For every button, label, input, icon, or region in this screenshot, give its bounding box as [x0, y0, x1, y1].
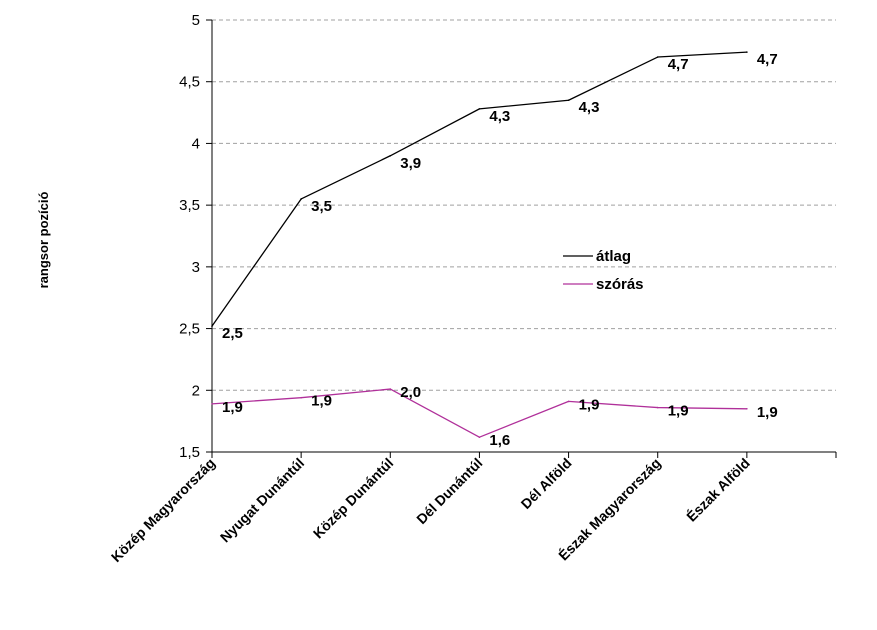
- y-tick-label: 4: [192, 135, 200, 152]
- data-label: 1,6: [489, 432, 510, 449]
- data-point: [211, 403, 213, 405]
- x-category-label: Közép Dunántúl: [310, 455, 397, 542]
- data-label: 4,7: [668, 56, 689, 73]
- data-point: [300, 396, 302, 399]
- series-line-szoras: [211, 388, 747, 438]
- data-label: 1,9: [579, 396, 600, 413]
- data-point: [478, 108, 481, 110]
- axes: 1,5 2 2,5 3 3,5 4 4,5 5 Közép MagyarországNyugat…: [108, 12, 837, 565]
- data-point: [746, 408, 748, 410]
- x-category-label: Dél Alföld: [518, 455, 575, 512]
- data-point: [567, 99, 570, 102]
- y-tick-label: 2,5: [179, 321, 200, 338]
- data-label: 4,3: [489, 108, 510, 125]
- legend-label-szoras: szórás: [596, 276, 644, 293]
- data-point: [478, 436, 481, 438]
- series-lines: [211, 51, 748, 438]
- data-label: 1,9: [222, 399, 243, 416]
- x-category-label: Észak Alföld: [683, 455, 753, 525]
- data-label: 4,3: [579, 99, 600, 116]
- data-point: [389, 154, 392, 157]
- y-tick-label: 3,5: [179, 197, 200, 214]
- y-tick-label: 1,5: [179, 444, 200, 461]
- data-point: [746, 51, 748, 53]
- x-category-label: Közép Magyarország: [108, 455, 218, 565]
- data-label: 4,7: [757, 51, 778, 68]
- data-label: 3,5: [311, 198, 332, 215]
- y-tick-label: 5: [192, 12, 200, 29]
- legend: átlag szórás: [563, 248, 644, 293]
- y-tick-label: 2: [192, 382, 200, 399]
- y-axis-title: rangsor pozíció: [36, 192, 51, 289]
- data-label: 1,9: [757, 404, 778, 421]
- data-labels: 2,5 3,5 3,9 4,3 4,3 4,7 4,7 1,9 1,9 2,0 1,6 1,9 1,9 1…: [222, 51, 778, 449]
- x-category-label: Dél Dunántúl: [413, 455, 485, 527]
- data-point: [389, 388, 392, 390]
- data-label: 2,0: [400, 384, 421, 401]
- legend-label-atlag: átlag: [596, 248, 631, 265]
- data-label: 3,9: [400, 155, 421, 172]
- x-category-label: Nyugat Dunántúl: [217, 455, 308, 546]
- x-category-label: Észak Magyarország: [555, 455, 664, 564]
- data-label: 1,9: [311, 393, 332, 410]
- data-point: [567, 400, 570, 403]
- data-point: [656, 56, 659, 58]
- data-label: 2,5: [222, 325, 243, 342]
- data-label: 1,9: [668, 403, 689, 420]
- gridlines: [212, 19, 836, 391]
- data-point: [656, 406, 659, 409]
- y-tick-label: 4,5: [179, 74, 200, 91]
- series-line-atlag: [211, 51, 747, 327]
- y-tick-label: 3: [192, 259, 200, 276]
- data-point: [300, 198, 302, 200]
- data-point: [211, 325, 213, 327]
